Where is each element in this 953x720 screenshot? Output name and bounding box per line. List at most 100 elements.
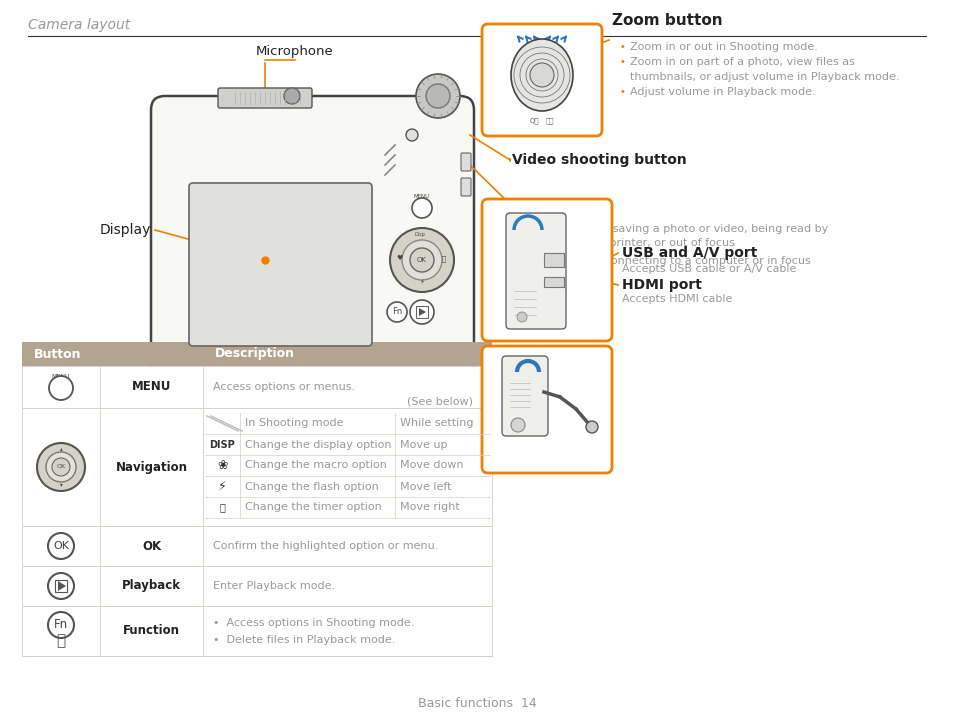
Text: While setting: While setting (399, 418, 473, 428)
Text: Move left: Move left (399, 482, 451, 492)
Bar (22, 566, 492, 606)
Text: ▴: ▴ (59, 446, 62, 451)
Text: •: • (619, 87, 625, 97)
Text: MENU: MENU (414, 194, 430, 199)
Text: •: • (619, 42, 625, 52)
Text: MENU: MENU (51, 374, 71, 379)
Text: •: • (619, 57, 625, 67)
Text: Fn: Fn (54, 618, 68, 631)
Text: ♥: ♥ (396, 255, 403, 261)
Text: ⚡: ⚡ (218, 480, 227, 493)
Circle shape (410, 248, 434, 272)
Text: USB and A/V port: USB and A/V port (621, 246, 757, 260)
Text: Disp: Disp (415, 232, 425, 237)
Text: ❀: ❀ (217, 459, 228, 472)
Text: ⌛: ⌛ (441, 255, 446, 261)
Text: •  Delete files in Playback mode.: • Delete files in Playback mode. (213, 635, 395, 645)
Bar (22, 408, 492, 526)
Circle shape (48, 612, 74, 638)
Text: Function: Function (123, 624, 180, 637)
FancyBboxPatch shape (481, 199, 612, 341)
Bar (543, 277, 563, 287)
Circle shape (416, 74, 459, 118)
Text: Change the display option: Change the display option (245, 439, 391, 449)
Text: ⌛: ⌛ (219, 503, 225, 513)
Text: Video shooting button: Video shooting button (512, 153, 686, 167)
FancyBboxPatch shape (481, 24, 601, 136)
Text: DISP: DISP (210, 439, 235, 449)
FancyBboxPatch shape (151, 96, 474, 404)
Circle shape (37, 443, 85, 491)
Bar (543, 253, 563, 267)
Polygon shape (58, 581, 66, 591)
Text: •: • (517, 224, 523, 234)
Bar (416, 306, 428, 318)
Text: In Shooting mode: In Shooting mode (245, 418, 343, 428)
Text: Description: Description (214, 348, 294, 361)
FancyBboxPatch shape (505, 213, 565, 329)
FancyBboxPatch shape (481, 346, 612, 473)
Text: Blinking: Blinking (526, 224, 577, 234)
Text: Navigation: Navigation (115, 461, 188, 474)
Text: Playback: Playback (122, 580, 181, 593)
Text: Access options or menus.: Access options or menus. (213, 382, 355, 392)
FancyBboxPatch shape (460, 178, 471, 196)
Text: Basic functions  14: Basic functions 14 (417, 697, 536, 710)
Circle shape (284, 88, 299, 104)
Text: ⓧⓣ: ⓧⓣ (545, 117, 554, 124)
Text: SAMSUNG: SAMSUNG (236, 94, 273, 100)
Circle shape (46, 452, 76, 482)
Circle shape (52, 458, 70, 476)
Bar (22, 526, 492, 566)
Bar (22, 606, 492, 656)
Circle shape (48, 533, 74, 559)
Circle shape (410, 300, 434, 324)
Text: Display: Display (100, 223, 152, 237)
Text: Steady: Steady (526, 256, 570, 266)
Text: Qⓘ: Qⓘ (529, 117, 538, 124)
Text: Button: Button (34, 348, 81, 361)
Text: OK: OK (142, 539, 161, 552)
Text: HDMI port: HDMI port (621, 278, 701, 292)
FancyBboxPatch shape (460, 153, 471, 171)
Text: : When saving a photo or video, being read by: : When saving a photo or video, being re… (569, 224, 827, 234)
Text: Zoom button: Zoom button (612, 13, 721, 28)
Text: Zoom in on part of a photo, view files as: Zoom in on part of a photo, view files a… (629, 57, 854, 67)
Text: Fn: Fn (392, 307, 402, 317)
Text: Move down: Move down (399, 461, 463, 470)
Text: Enter Playback mode.: Enter Playback mode. (213, 581, 335, 591)
Circle shape (390, 228, 454, 292)
Text: ⛹: ⛹ (56, 634, 66, 649)
Text: Change the flash option: Change the flash option (245, 482, 378, 492)
Text: : When connecting to a computer or in focus: : When connecting to a computer or in fo… (561, 256, 810, 266)
FancyBboxPatch shape (218, 88, 312, 108)
Text: OK: OK (416, 257, 427, 263)
Circle shape (511, 418, 524, 432)
Circle shape (530, 63, 554, 87)
Circle shape (401, 240, 441, 280)
Text: ⚡: ⚡ (419, 279, 424, 285)
Circle shape (412, 198, 432, 218)
Text: Adjust volume in Playback mode.: Adjust volume in Playback mode. (629, 87, 815, 97)
Text: Confirm the highlighted option or menu.: Confirm the highlighted option or menu. (213, 541, 438, 551)
Polygon shape (418, 308, 426, 316)
Circle shape (585, 421, 598, 433)
Circle shape (48, 573, 74, 599)
Text: Change the macro option: Change the macro option (245, 461, 387, 470)
Bar (22, 366, 492, 408)
Text: OK: OK (56, 464, 66, 469)
Circle shape (517, 312, 526, 322)
Text: MENU: MENU (132, 380, 171, 394)
Ellipse shape (511, 39, 573, 111)
Text: ▾: ▾ (59, 482, 62, 487)
Text: •: • (517, 256, 523, 266)
Text: Microphone: Microphone (255, 45, 334, 58)
Bar (55, 580, 67, 592)
Text: Move up: Move up (399, 439, 447, 449)
Text: thumbnails, or adjust volume in Playback mode.: thumbnails, or adjust volume in Playback… (629, 72, 899, 82)
Text: (See below): (See below) (407, 396, 473, 406)
FancyBboxPatch shape (189, 183, 372, 346)
FancyBboxPatch shape (501, 356, 547, 436)
Text: Status lamp: Status lamp (512, 208, 605, 222)
Bar (22, 342, 492, 366)
